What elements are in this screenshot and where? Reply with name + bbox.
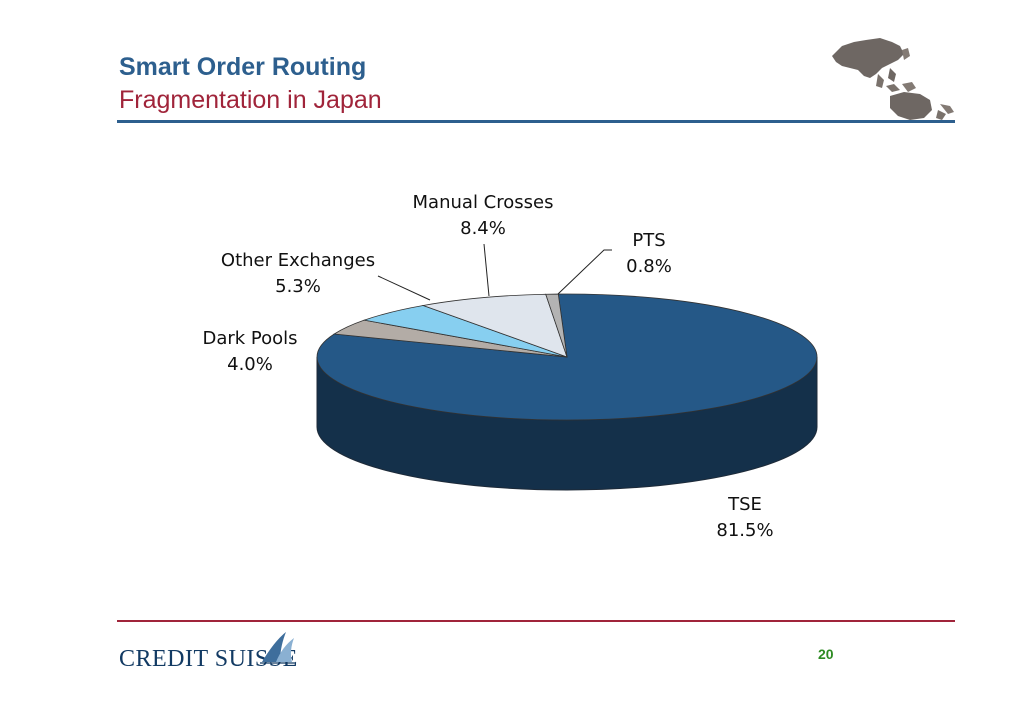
leader-line-other-exchanges (377, 275, 431, 301)
label-manual-crosses: Manual Crosses 8.4% (412, 192, 554, 239)
slide-subtitle: Fragmentation in Japan (119, 86, 382, 114)
label-pts: PTS 0.8% (626, 230, 672, 277)
footer-divider (117, 620, 955, 622)
leader-line-pts (557, 249, 612, 295)
slide-title: Smart Order Routing (119, 53, 367, 81)
label-tse: TSE 81.5% (716, 494, 774, 541)
asia-map-icon (832, 38, 954, 120)
page-number: 20 (818, 646, 834, 662)
label-other-exchanges: Other Exchanges 5.3% (220, 250, 376, 297)
sails-logo-icon (260, 632, 296, 664)
header-divider (117, 120, 955, 123)
label-dark-pools: Dark Pools 4.0% (202, 328, 298, 375)
leader-line-manual-crosses (483, 243, 490, 297)
pie-slice-manual-crosses (421, 293, 568, 358)
